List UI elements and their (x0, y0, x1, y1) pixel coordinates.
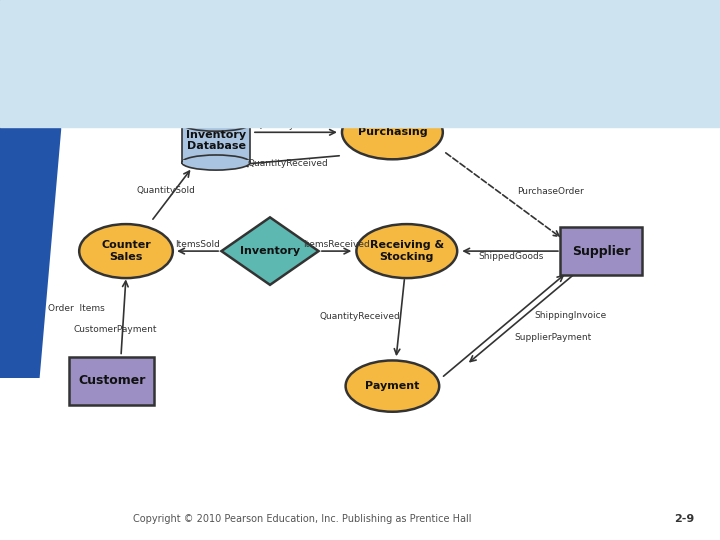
Text: Portion of Inventory Management
Business Process: Portion of Inventory Management Business… (117, 31, 647, 96)
Text: Counter
Sales: Counter Sales (101, 240, 151, 262)
Polygon shape (222, 217, 319, 285)
Ellipse shape (356, 224, 457, 278)
Text: Inventory
Database: Inventory Database (186, 130, 246, 151)
Text: Supplier: Supplier (572, 245, 631, 258)
Text: CustomerPayment: CustomerPayment (73, 325, 157, 334)
Text: Receiving &
Stocking: Receiving & Stocking (370, 240, 444, 262)
Ellipse shape (342, 105, 443, 159)
Bar (181, 116, 251, 163)
Text: ItemsSold: ItemsSold (175, 240, 220, 248)
FancyBboxPatch shape (560, 227, 642, 275)
Text: QuantityOnHand: QuantityOnHand (256, 121, 332, 130)
Text: QuantitySold: QuantitySold (137, 186, 196, 194)
Text: ShippingInvoice: ShippingInvoice (534, 312, 606, 320)
Ellipse shape (181, 116, 251, 131)
Text: QuantityReceived: QuantityReceived (320, 313, 400, 321)
Text: Customer: Customer (78, 374, 145, 387)
FancyBboxPatch shape (69, 356, 155, 405)
Text: Inventory: Inventory (240, 246, 300, 256)
Text: Copyright © 2010 Pearson Education, Inc. Publishing as Prentice Hall: Copyright © 2010 Pearson Education, Inc.… (133, 515, 472, 524)
Text: Purchasing: Purchasing (358, 127, 427, 137)
Text: ShippedGoods: ShippedGoods (479, 252, 544, 261)
Polygon shape (0, 0, 61, 378)
Text: SupplierPayment: SupplierPayment (514, 333, 591, 342)
Text: Order  Items: Order Items (48, 305, 104, 313)
Ellipse shape (181, 155, 251, 170)
Text: PurchaseOrder: PurchaseOrder (517, 187, 584, 196)
Bar (183, 160, 250, 164)
Text: Payment: Payment (365, 381, 420, 391)
Text: 2-9: 2-9 (674, 515, 694, 524)
Ellipse shape (79, 224, 173, 278)
Text: QuantityReceived: QuantityReceived (248, 159, 328, 168)
Text: ItemsReceived: ItemsReceived (304, 240, 370, 248)
Ellipse shape (346, 361, 439, 412)
